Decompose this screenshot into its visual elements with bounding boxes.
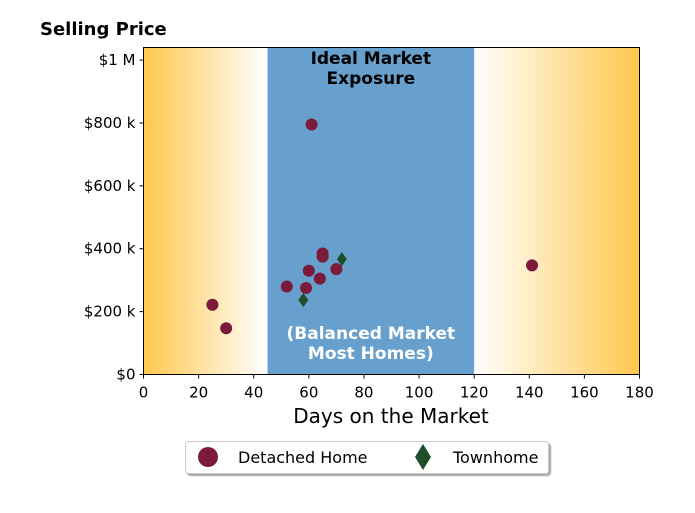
y-tick-label: $600 k [84, 177, 136, 195]
x-tick-label: 160 [570, 384, 599, 402]
legend: Detached Home Townhome [185, 441, 549, 474]
x-tick-label: 100 [405, 384, 434, 402]
plot-frame [143, 47, 640, 375]
zone-top-label-line: Ideal Market [311, 49, 432, 69]
data-point-detached-home [305, 118, 318, 131]
y-tick-label: $1 M [99, 51, 136, 69]
legend-marker-detached-home [198, 447, 218, 467]
data-point-detached-home [302, 264, 315, 277]
x-tick-label: 140 [515, 384, 544, 402]
x-axis: 0 20 40 60 80 100 120 140 160 180 [139, 374, 654, 402]
zone-1 [267, 47, 475, 375]
y-axis: $0 $200 k $400 k $600 k $800 k $1 M [84, 51, 144, 384]
data-point-townhome [298, 292, 309, 307]
y-tick-label: $400 k [84, 240, 136, 258]
x-tick-label: 20 [189, 384, 208, 402]
x-tick-label: 180 [625, 384, 654, 402]
zone-top-label-line: Exposure [327, 69, 416, 89]
data-point-detached-home [330, 263, 343, 276]
data-point-detached-home [526, 259, 539, 272]
data-point-detached-home [300, 282, 313, 295]
chart-title: Selling Price [40, 19, 167, 40]
legend-label-townhome: Townhome [452, 448, 538, 467]
y-tick-label: $200 k [84, 303, 136, 321]
legend-marker-townhome [415, 444, 431, 470]
x-axis-title: Days on the Market [293, 404, 489, 428]
legend-label-detached-home: Detached Home [238, 448, 368, 467]
x-tick-label: 120 [460, 384, 489, 402]
zone-0 [143, 47, 268, 375]
zone-bottom-label-line: (Balanced Market [287, 324, 456, 344]
zone-bottom-label-line: Most Homes) [308, 344, 434, 364]
data-point-detached-home [220, 322, 233, 335]
y-tick-label: $0 [116, 366, 135, 384]
data-point-townhome [336, 252, 347, 267]
x-tick-label: 60 [299, 384, 318, 402]
data-point-detached-home [316, 250, 329, 263]
data-point-detached-home [280, 280, 293, 293]
data-point-detached-home [313, 272, 326, 285]
legend-box [185, 441, 549, 474]
background-zones [143, 47, 640, 375]
x-tick-label: 0 [139, 384, 149, 402]
y-tick-label: $800 k [84, 114, 136, 132]
zone-2 [474, 47, 640, 375]
data-points [206, 118, 539, 335]
data-point-detached-home [206, 298, 219, 311]
x-tick-label: 80 [354, 384, 373, 402]
x-tick-label: 40 [244, 384, 263, 402]
